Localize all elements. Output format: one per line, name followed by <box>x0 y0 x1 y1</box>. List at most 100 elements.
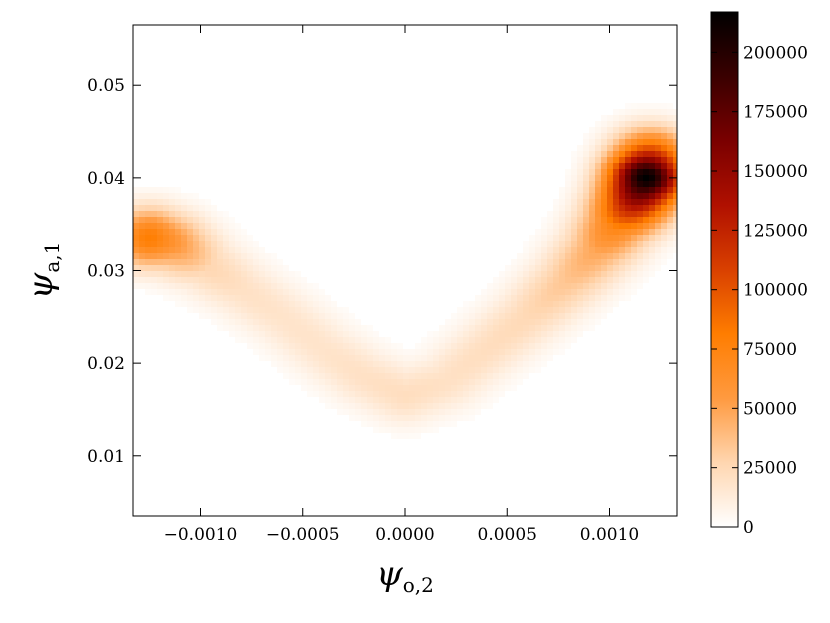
heat-cell <box>367 343 373 349</box>
heat-cell <box>235 331 241 337</box>
heat-cell <box>157 247 163 253</box>
heat-cell <box>667 181 673 187</box>
heat-cell <box>565 325 571 331</box>
heat-cell <box>637 133 643 139</box>
heat-cell <box>577 151 583 157</box>
heat-cell <box>265 307 271 313</box>
heat-cell <box>235 259 241 265</box>
heat-cell <box>157 193 163 199</box>
heat-cell <box>607 295 613 301</box>
heat-cell <box>595 277 601 283</box>
heat-cell <box>667 205 673 211</box>
colorbar-ticks: 0250005000075000100000125000150000175000… <box>711 43 808 538</box>
heat-cell <box>133 193 139 199</box>
heat-cell <box>445 343 451 349</box>
heat-cell <box>391 343 397 349</box>
heat-cell <box>613 283 619 289</box>
heat-cell <box>547 343 553 349</box>
heat-cell <box>301 325 307 331</box>
heat-cell <box>637 211 643 217</box>
heat-cell <box>577 223 583 229</box>
heat-cell <box>325 331 331 337</box>
heat-cell <box>655 121 661 127</box>
heat-cell <box>613 229 619 235</box>
heat-cell <box>673 145 677 151</box>
heat-cell <box>319 391 325 397</box>
heat-cell <box>577 169 583 175</box>
heat-cell <box>529 325 535 331</box>
heat-cell <box>511 337 517 343</box>
heat-cell <box>433 421 439 427</box>
heat-cell <box>541 235 547 241</box>
heat-cell <box>397 349 403 355</box>
heat-cell <box>433 379 439 385</box>
heat-cell <box>655 169 661 175</box>
heat-cell <box>313 337 319 343</box>
heat-cell <box>271 301 277 307</box>
heat-cell <box>595 295 601 301</box>
heat-cell <box>655 133 661 139</box>
heat-cell <box>583 211 589 217</box>
heat-cell <box>643 271 649 277</box>
heat-cell <box>673 223 677 229</box>
heat-cell <box>223 307 229 313</box>
heat-cell <box>439 421 445 427</box>
heat-cell <box>619 157 625 163</box>
heat-cell <box>199 247 205 253</box>
heat-cell <box>559 187 565 193</box>
heat-cell <box>445 379 451 385</box>
heat-cell <box>541 289 547 295</box>
heat-cell <box>547 331 553 337</box>
heat-cell <box>601 235 607 241</box>
heat-cell <box>619 253 625 259</box>
heat-cell <box>571 235 577 241</box>
heat-cell <box>355 337 361 343</box>
heat-cell <box>643 211 649 217</box>
heat-cell <box>637 277 643 283</box>
heat-cell <box>241 259 247 265</box>
heat-cell <box>541 355 547 361</box>
heat-cell <box>325 403 331 409</box>
heat-cell <box>637 151 643 157</box>
heat-cell <box>223 277 229 283</box>
heat-cell <box>571 229 577 235</box>
heat-cell <box>349 349 355 355</box>
heat-cell <box>517 307 523 313</box>
heat-cell <box>529 241 535 247</box>
heat-cell <box>505 343 511 349</box>
heat-cell <box>565 205 571 211</box>
heat-cell <box>235 247 241 253</box>
heat-cell <box>265 301 271 307</box>
heat-cell <box>163 295 169 301</box>
heat-cell <box>451 319 457 325</box>
heat-cell <box>139 211 145 217</box>
heat-cell <box>595 319 601 325</box>
heat-cell <box>565 343 571 349</box>
heat-cell <box>559 331 565 337</box>
heat-cell <box>241 247 247 253</box>
heat-cell <box>319 313 325 319</box>
heat-cell <box>631 283 637 289</box>
heat-cell <box>433 391 439 397</box>
heat-cell <box>637 145 643 151</box>
heat-cell <box>229 313 235 319</box>
heat-cell <box>337 391 343 397</box>
heat-cell <box>319 385 325 391</box>
heat-cell <box>403 349 409 355</box>
heat-cell <box>409 415 415 421</box>
heat-cell <box>343 403 349 409</box>
heat-cell <box>439 355 445 361</box>
heat-cell <box>379 403 385 409</box>
heat-cell <box>577 319 583 325</box>
heat-cell <box>595 241 601 247</box>
heat-cell <box>661 103 667 109</box>
heat-cell <box>613 199 619 205</box>
heat-cell <box>187 241 193 247</box>
heat-cell <box>553 235 559 241</box>
heat-cell <box>601 115 607 121</box>
heat-cell <box>553 349 559 355</box>
heat-cell <box>535 241 541 247</box>
heat-cell <box>595 187 601 193</box>
heat-cell <box>535 229 541 235</box>
heat-cell <box>661 121 667 127</box>
